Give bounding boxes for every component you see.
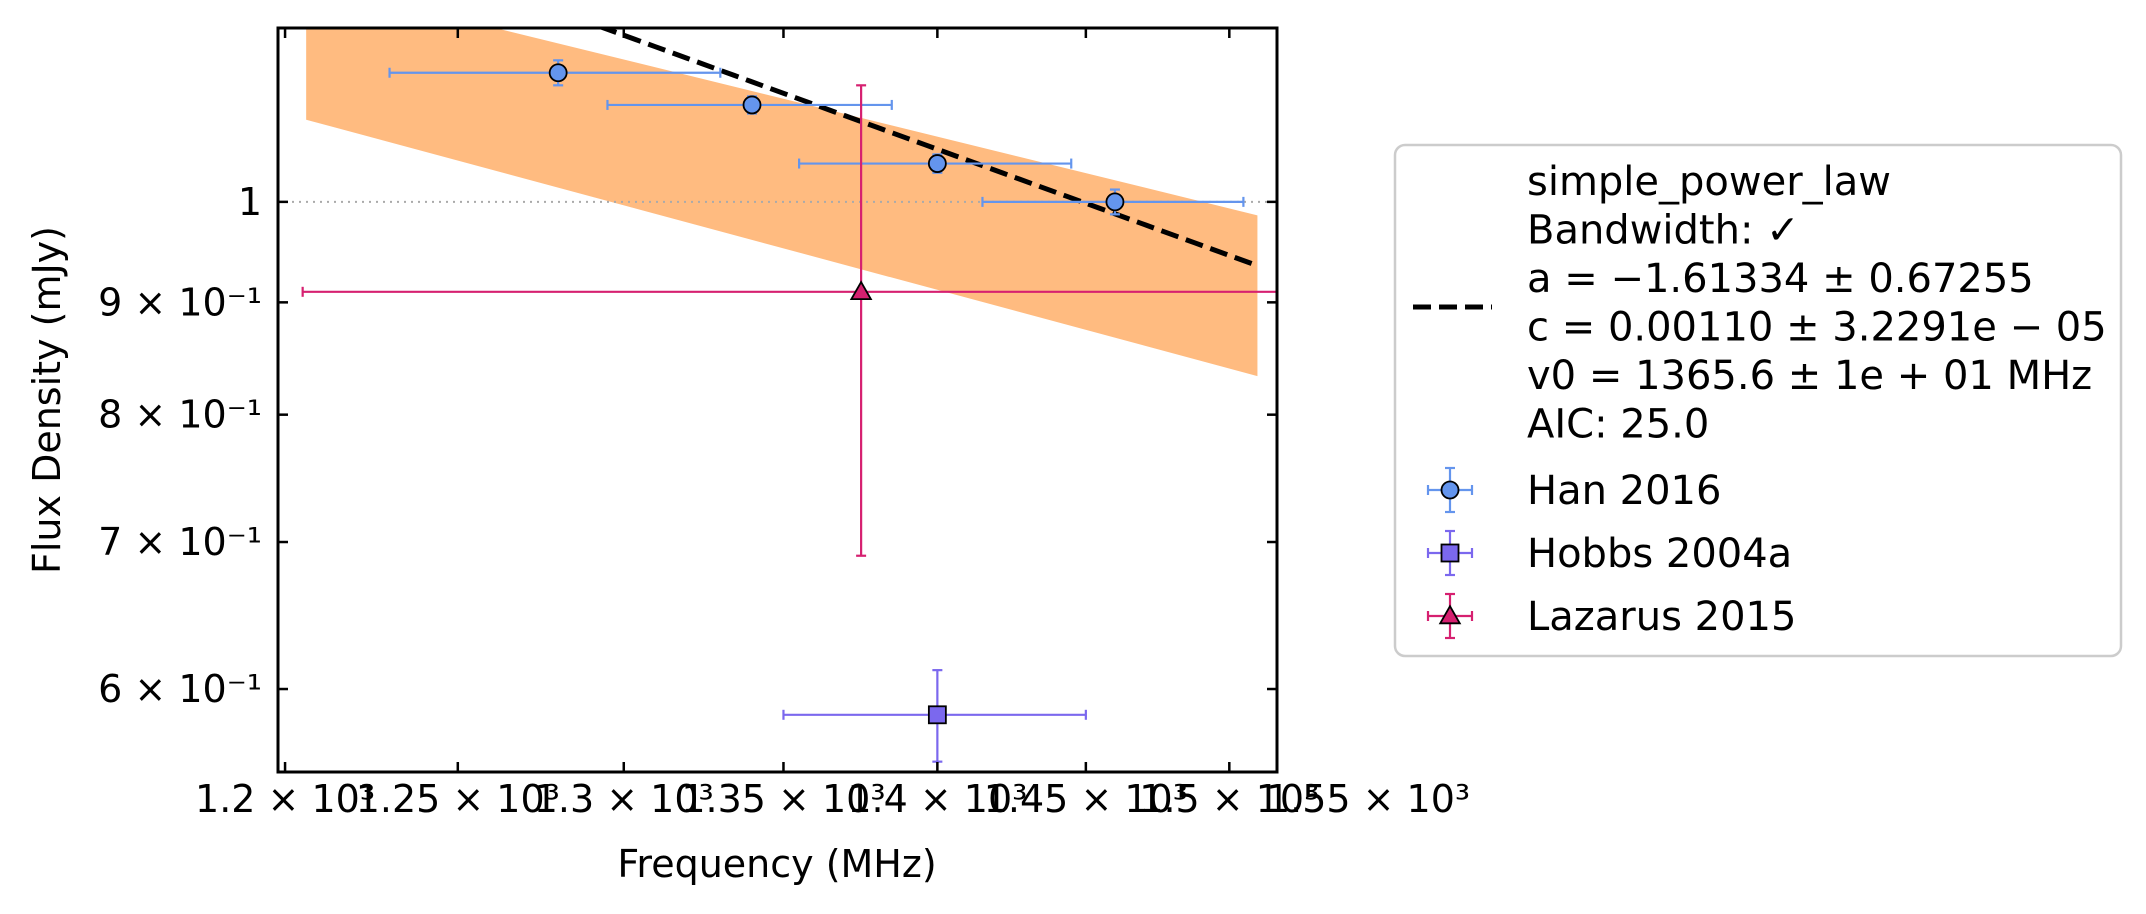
fit-confidence-band	[306, 28, 1258, 377]
x-tick-label: 1.5 × 10³	[1139, 777, 1319, 821]
y-tick-label: 7 × 10⁻¹	[98, 520, 262, 564]
legend-series: Han 2016 Hobbs 2004a Lazarus 2015	[1426, 466, 1796, 640]
series-layer	[301, 59, 1277, 763]
y-axis-label: Flux Density (mJy)	[25, 226, 69, 574]
data-point	[927, 154, 947, 173]
legend-entry-lazarus-2015: Lazarus 2015	[1426, 592, 1796, 640]
legend-entry-hobbs-2004a: Hobbs 2004a	[1426, 529, 1792, 577]
legend-entry-han-2016: Han 2016	[1426, 466, 1721, 514]
x-tick-label: 1.45 × 10³	[984, 777, 1188, 821]
legend-fit-line-1: Bandwidth: ✓	[1527, 208, 1800, 254]
legend-marker	[1440, 543, 1460, 563]
legend-marker	[1438, 604, 1462, 625]
legend-box	[1393, 143, 2123, 658]
fit-line	[596, 28, 1259, 268]
x-tick-label: 1.35 × 10³	[681, 777, 885, 821]
series-hobbs-2004a	[782, 669, 1087, 763]
x-tick-label: 1.3 × 10³	[534, 777, 714, 821]
plot-content	[278, 28, 1277, 763]
y-tick-label: 8 × 10⁻¹	[98, 393, 262, 437]
legend-fit-line-4: v0 = 1365.6 ± 1e + 01 MHz	[1527, 353, 2092, 399]
y-tick-label: 6 × 10⁻¹	[98, 667, 262, 711]
data-point	[927, 705, 947, 725]
series-lazarus-2015	[301, 84, 1277, 557]
data-point	[849, 280, 873, 301]
x-tick-label: 1.2 × 10³	[195, 777, 375, 821]
plot-frame	[276, 26, 1279, 774]
x-axis-label: Frequency (MHz)	[617, 842, 936, 886]
x-tick-label: 1.25 × 10³	[356, 777, 560, 821]
x-tick-label: 1.55 × 10³	[1266, 777, 1470, 821]
x-tick-label: 1.4 × 10³	[847, 777, 1027, 821]
legend-label: Lazarus 2015	[1527, 594, 1796, 640]
legend-label: Hobbs 2004a	[1527, 531, 1792, 577]
data-point	[1105, 192, 1125, 212]
data-point	[548, 63, 568, 83]
y-tick-label: 1	[238, 180, 262, 224]
data-point	[742, 95, 762, 115]
legend-fit-line-3: c = 0.00110 ± 3.2291e − 05	[1527, 305, 2107, 351]
legend-fit-line-0: simple_power_law	[1527, 159, 1891, 205]
series-han-2016	[388, 59, 1245, 216]
legend-fit-line-5: AIC: 25.0	[1527, 402, 1709, 448]
legend-label: Han 2016	[1527, 468, 1721, 514]
legend-marker	[1440, 480, 1460, 500]
legend-fit-line-2: a = −1.61334 ± 0.67255	[1527, 256, 2034, 302]
y-tick-label: 9 × 10⁻¹	[98, 280, 262, 324]
